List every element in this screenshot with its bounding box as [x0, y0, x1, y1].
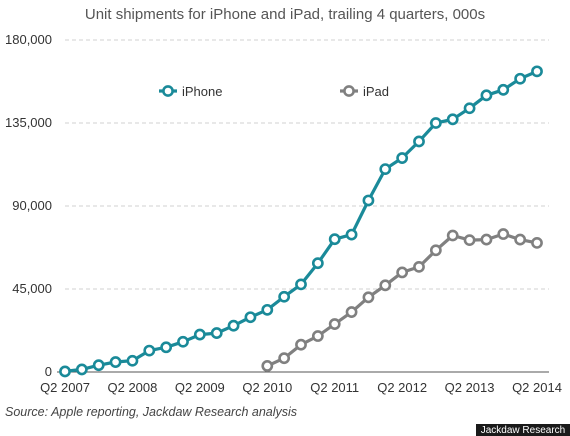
- data-point: [244, 311, 257, 324]
- data-point: [497, 83, 510, 96]
- data-point: [413, 260, 425, 273]
- x-tick-label: Q2 2012: [377, 380, 427, 395]
- x-tick-label: Q2 2013: [445, 380, 495, 395]
- legend-marker: [162, 85, 174, 97]
- data-point: [295, 278, 307, 291]
- data-point: [429, 117, 442, 129]
- data-point: [261, 360, 274, 372]
- data-point: [295, 338, 307, 351]
- legend-label: iPad: [363, 84, 389, 99]
- series-line: [64, 69, 538, 373]
- data-point: [362, 291, 375, 304]
- data-point: [480, 233, 493, 246]
- y-tick-label: 90,000: [12, 198, 52, 213]
- source-note: Source: Apple reporting, Jackdaw Researc…: [5, 405, 297, 419]
- chart-title: Unit shipments for iPhone and iPad, trai…: [85, 6, 485, 23]
- legend-item-iphone: iPhone: [159, 84, 222, 99]
- data-point: [328, 318, 341, 330]
- data-point: [463, 234, 476, 247]
- y-axis-ticks: 0 45,000 90,000 135,000 180,000: [5, 32, 52, 379]
- data-point: [177, 335, 189, 348]
- data-point: [227, 319, 240, 332]
- y-tick-label: 135,000: [5, 115, 52, 130]
- gridlines: [65, 39, 549, 290]
- data-point: [379, 279, 392, 292]
- series-layer: [59, 65, 543, 378]
- data-point: [160, 341, 173, 354]
- data-point: [126, 354, 139, 367]
- data-point: [143, 344, 156, 357]
- data-point: [514, 72, 527, 85]
- data-point: [531, 236, 543, 249]
- x-tick-label: Q2 2008: [107, 380, 157, 395]
- data-point: [497, 228, 510, 240]
- data-point: [480, 89, 493, 102]
- series-line: [266, 232, 538, 368]
- data-point: [463, 102, 476, 115]
- data-point: [413, 135, 425, 148]
- data-point: [345, 306, 358, 318]
- x-tick-label: Q2 2010: [242, 380, 292, 395]
- data-point: [109, 356, 122, 368]
- legend: iPhone iPad: [159, 84, 389, 99]
- legend-item-ipad: iPad: [340, 84, 389, 99]
- data-point: [278, 290, 291, 303]
- x-axis-ticks: Q2 2007 Q2 2008 Q2 2009 Q2 2010 Q2 2011 Q2 20…: [40, 380, 562, 395]
- watermark: Jackdaw Research: [476, 424, 570, 436]
- y-tick-label: 45,000: [12, 281, 52, 296]
- data-point: [362, 194, 375, 207]
- data-point: [396, 152, 409, 164]
- data-point: [193, 328, 206, 341]
- x-tick-label: Q2 2007: [40, 380, 90, 395]
- data-point: [396, 266, 409, 279]
- x-tick-label: Q2 2014: [512, 380, 562, 395]
- data-point: [59, 365, 71, 378]
- legend-marker: [343, 85, 355, 97]
- data-point: [75, 363, 88, 376]
- y-tick-label: 0: [45, 364, 52, 379]
- series-ipad: [261, 228, 543, 372]
- data-point: [92, 359, 105, 372]
- data-point: [446, 229, 459, 242]
- data-point: [446, 113, 459, 126]
- data-point: [311, 330, 324, 342]
- data-point: [278, 352, 291, 365]
- data-point: [429, 244, 442, 257]
- legend-label: iPhone: [182, 84, 222, 99]
- data-point: [261, 303, 274, 316]
- data-point: [379, 163, 392, 176]
- watermark-text: Jackdaw Research: [481, 425, 565, 436]
- data-point: [531, 65, 543, 78]
- x-tick-label: Q2 2011: [310, 380, 359, 395]
- data-point: [210, 327, 223, 339]
- data-point: [311, 257, 324, 270]
- data-point: [345, 228, 358, 241]
- data-point: [328, 233, 341, 246]
- y-tick-label: 180,000: [5, 32, 52, 47]
- x-tick-label: Q2 2009: [175, 380, 225, 395]
- data-point: [514, 233, 527, 246]
- series-iphone: [59, 65, 543, 378]
